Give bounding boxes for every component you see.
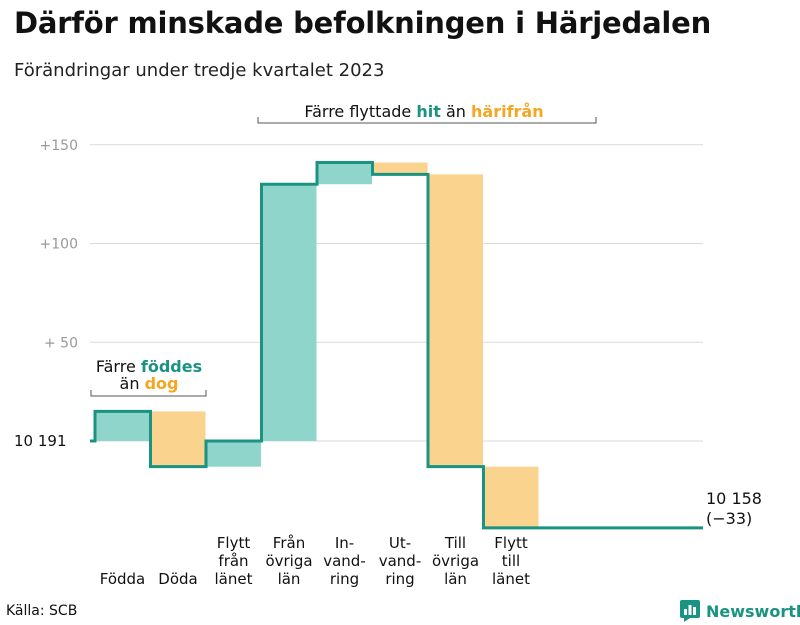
category-label: Från övriga län	[265, 534, 312, 588]
brand-name: Newsworthy	[706, 601, 800, 621]
waterfall-bar	[372, 162, 428, 175]
waterfall-bar	[317, 162, 372, 185]
chart-title: Därför minskade befolkningen i Härjedale…	[14, 6, 712, 40]
svg-text:Färre föddes: Färre föddes	[96, 357, 202, 376]
end-change-label: (−33)	[706, 509, 752, 528]
category-label: Flytt från länet	[215, 534, 253, 588]
waterfall-bar	[483, 466, 539, 528]
category-label: Flytt till länet	[492, 534, 530, 588]
end-value-label: 10 158	[706, 489, 762, 508]
waterfall-bar	[428, 174, 483, 467]
y-tick-label: +150	[40, 138, 78, 154]
base-value-label: 10 191	[14, 432, 67, 450]
category-label: Födda	[100, 570, 146, 588]
y-tick-label: +100	[40, 237, 78, 253]
cumulative-step-line	[90, 161, 703, 530]
waterfall-bar	[206, 441, 261, 467]
svg-text:än dog: än dog	[120, 374, 179, 393]
highlight-harifran: härifrån	[471, 102, 544, 121]
waterfall-bar	[95, 411, 150, 441]
y-tick-label: + 50	[44, 335, 78, 351]
source-note: Källa: SCB	[6, 603, 78, 619]
highlight-fodds: föddes	[141, 357, 202, 376]
waterfall-bar	[261, 184, 317, 441]
births-annotation: Färre föddes än dog	[90, 357, 207, 397]
moves-annotation: Färre flyttade hit än härifrån	[257, 102, 597, 124]
category-label: Ut-vand-ring	[379, 534, 422, 588]
waterfall-bar	[150, 411, 206, 467]
highlight-dog: dog	[145, 374, 179, 393]
chart-subtitle: Förändringar under tredje kvartalet 2023	[14, 60, 385, 81]
category-label: In-vand-ring	[323, 534, 366, 588]
category-label: Döda	[158, 570, 197, 588]
category-label: Till övriga län	[432, 534, 479, 588]
highlight-hit: hit	[416, 102, 441, 121]
svg-text:Färre flyttade hit: Färre flyttade hit än härifrån	[304, 102, 543, 121]
bar-chart-logo-icon	[680, 600, 700, 622]
brand-logo: Newsworthy	[680, 600, 800, 622]
